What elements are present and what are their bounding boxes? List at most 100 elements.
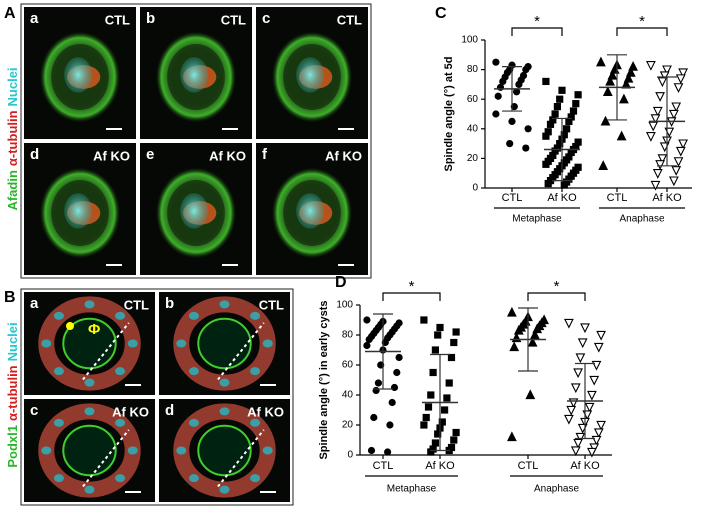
group-label: Metaphase	[512, 214, 562, 225]
micrograph: c CTL	[256, 7, 368, 139]
data-point	[558, 86, 566, 94]
nucleus	[188, 311, 199, 320]
micrograph: c Af KO	[24, 399, 155, 502]
nucleus	[115, 367, 126, 376]
significance-label: *	[534, 13, 540, 30]
stain-word: α-tubulin	[5, 365, 20, 421]
data-point	[650, 114, 661, 125]
data-point	[570, 446, 581, 457]
nucleus	[115, 311, 126, 320]
nucleus	[115, 418, 126, 427]
data-point	[422, 413, 430, 422]
data-point	[589, 375, 600, 386]
x-tick-label: CTL	[502, 192, 523, 204]
panel-label: A	[4, 5, 16, 22]
data-point	[384, 448, 392, 456]
data-point	[646, 61, 656, 71]
y-tick-label: 100	[461, 35, 478, 46]
data-point	[436, 323, 444, 332]
condition-label: CTL	[221, 12, 246, 27]
stain-label: Afadin α-tubulin Nuclei	[5, 67, 20, 210]
data-point	[420, 421, 428, 429]
image-letter: d	[165, 402, 174, 419]
data-point	[556, 95, 564, 103]
data-point	[556, 140, 564, 148]
data-point	[659, 71, 670, 82]
y-tick-label: 60	[467, 94, 479, 105]
image-letter: a	[30, 295, 39, 312]
nucleus	[176, 446, 187, 455]
micrograph: b CTL	[159, 292, 290, 395]
points	[492, 58, 532, 152]
data-point	[657, 77, 668, 88]
data-point	[652, 169, 663, 179]
data-point	[496, 83, 505, 91]
data-point	[506, 140, 514, 148]
nucleus	[296, 57, 325, 93]
micrograph: a CTL	[24, 7, 136, 139]
nucleus	[250, 474, 261, 483]
y-tick-label: 0	[472, 183, 478, 194]
data-point	[602, 86, 613, 96]
data-point	[508, 117, 516, 125]
data-point	[544, 128, 552, 136]
data-point	[648, 121, 659, 132]
significance-label: *	[639, 13, 645, 30]
data-point	[393, 368, 401, 377]
nucleus	[219, 300, 230, 309]
data-point	[655, 160, 665, 170]
data-point	[370, 413, 378, 422]
data-point	[563, 125, 571, 133]
data-point	[655, 92, 665, 102]
data-point	[492, 58, 500, 66]
data-point	[678, 68, 688, 79]
data-point	[513, 324, 524, 335]
significance-label: *	[409, 278, 415, 295]
data-point	[549, 116, 557, 124]
data-point	[560, 181, 568, 189]
data-point	[564, 318, 574, 329]
nucleus	[188, 474, 199, 483]
data-point	[546, 120, 555, 128]
nucleus	[84, 378, 95, 387]
data-point	[494, 92, 502, 100]
data-point	[565, 117, 573, 125]
data-point	[596, 330, 606, 341]
data-point	[650, 180, 661, 191]
data-point	[452, 428, 460, 437]
data-point	[445, 379, 453, 387]
nucleus	[250, 418, 261, 427]
data-point	[507, 306, 517, 317]
panel-label: B	[4, 289, 16, 306]
x-tick-label: Af KO	[570, 460, 600, 472]
data-point	[669, 176, 679, 187]
y-tick-label: 60	[342, 360, 354, 371]
data-point	[515, 80, 523, 88]
nucleus	[64, 193, 93, 229]
data-point	[671, 166, 682, 176]
significance-bracket	[616, 27, 668, 36]
image-letter: b	[146, 10, 155, 27]
data-point	[605, 75, 615, 86]
data-point	[524, 125, 532, 133]
stain-word: α-tubulin	[5, 110, 20, 166]
nucleus	[64, 57, 93, 93]
nucleus	[180, 57, 209, 93]
nucleus	[127, 339, 138, 348]
stain-word: Nuclei	[5, 322, 20, 361]
data-point	[671, 102, 682, 113]
data-point	[569, 107, 578, 115]
data-point	[452, 328, 460, 336]
data-point	[363, 341, 371, 350]
data-point	[544, 179, 552, 188]
nucleus	[127, 446, 138, 455]
panel-label: D	[335, 274, 347, 291]
angle-symbol: Φ	[88, 321, 100, 338]
data-point	[450, 436, 458, 444]
data-point	[593, 342, 604, 353]
group-label: Metaphase	[387, 484, 437, 495]
data-point	[598, 160, 609, 170]
data-point	[577, 338, 588, 349]
nucleus	[41, 339, 52, 348]
